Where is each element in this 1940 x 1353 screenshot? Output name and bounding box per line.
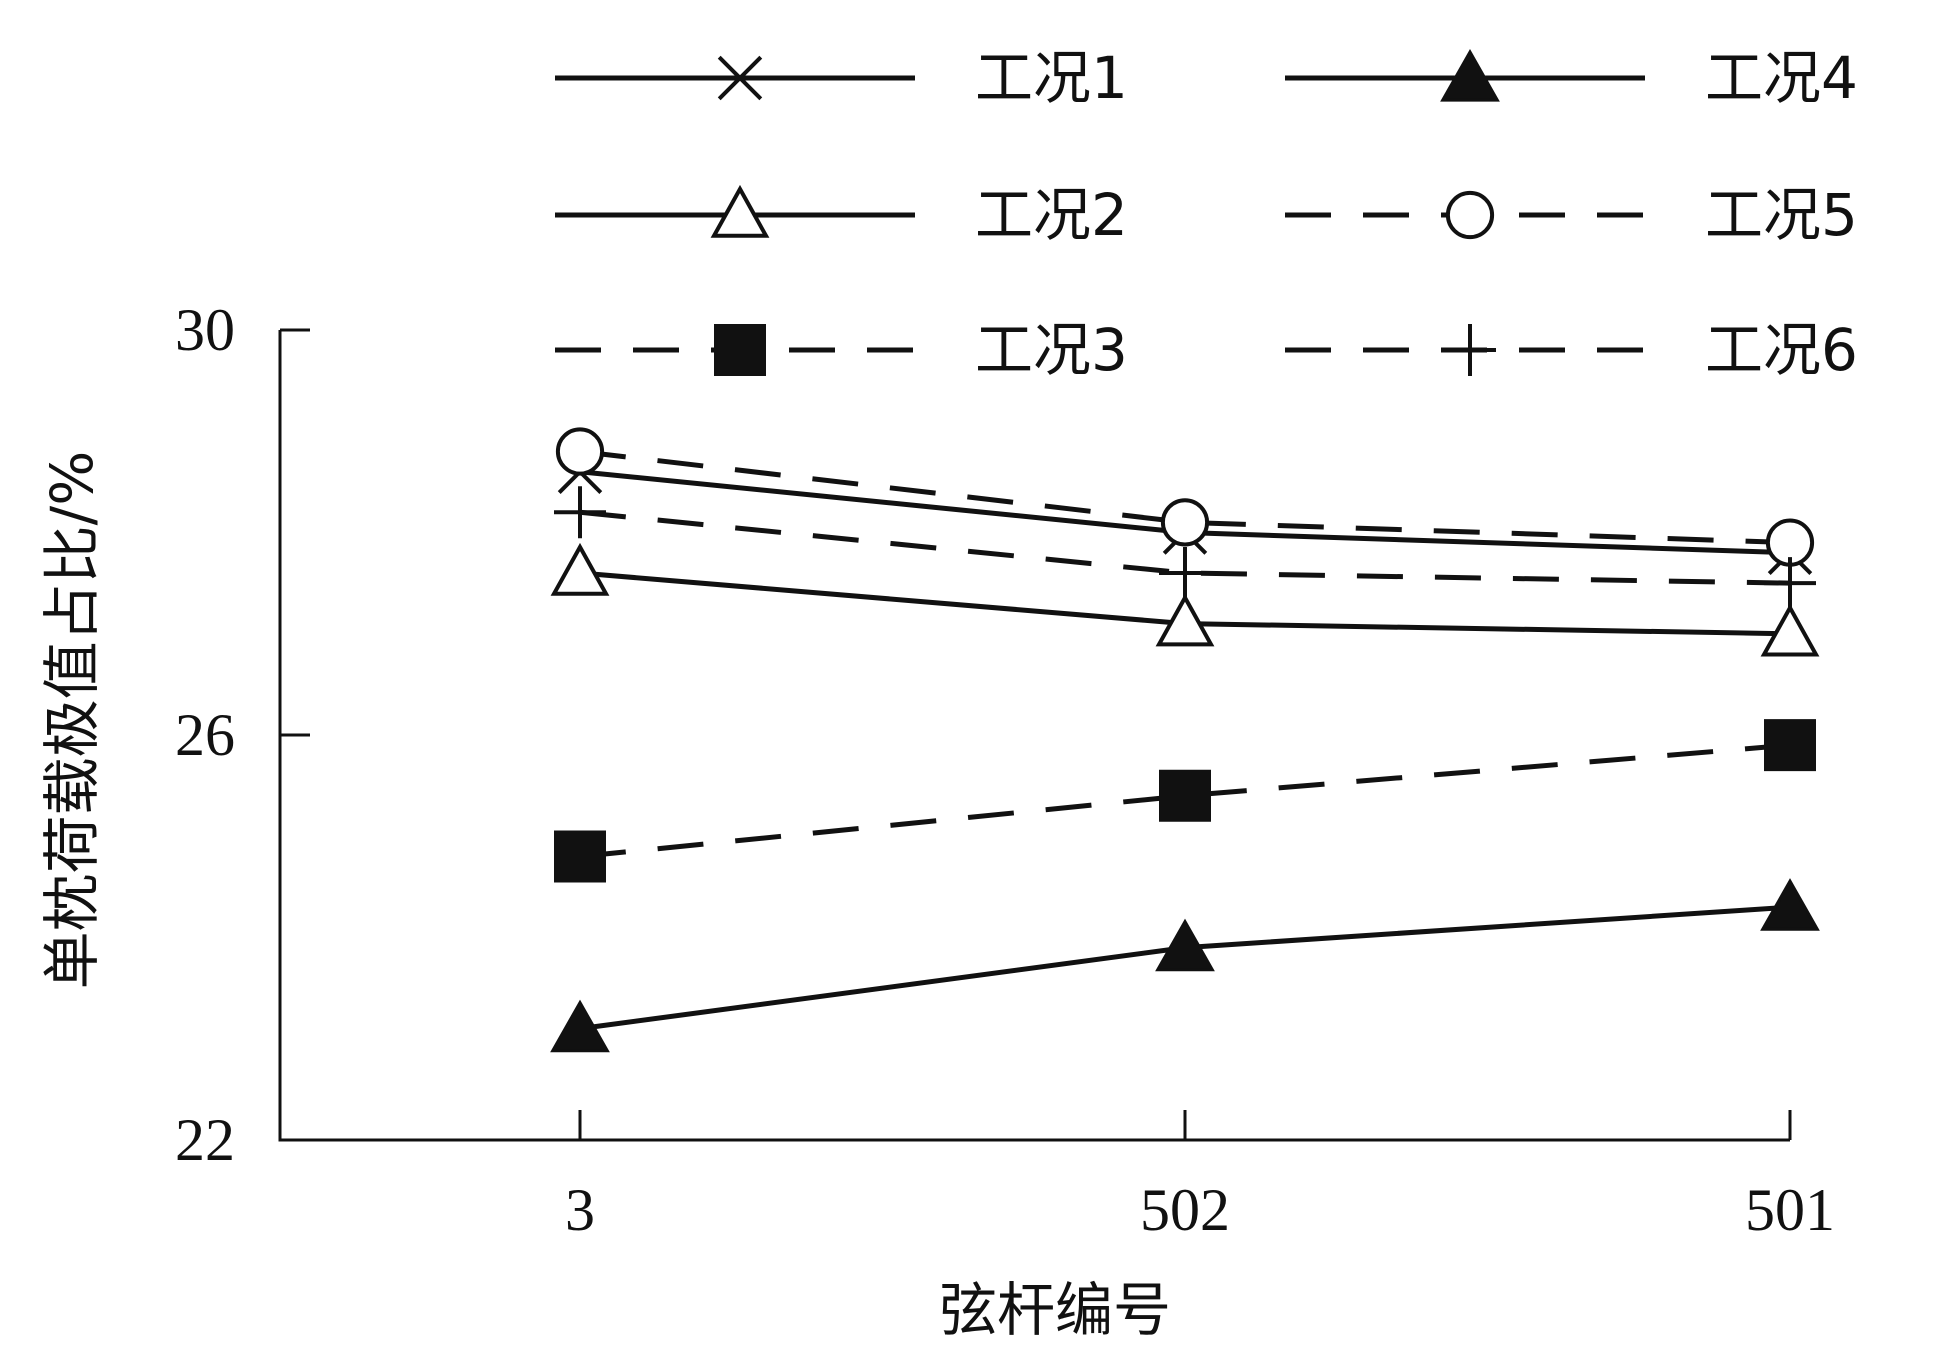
data-point	[1159, 769, 1211, 822]
legend-marker	[1440, 48, 1500, 102]
data-point	[1764, 557, 1816, 610]
series-6	[554, 486, 1816, 610]
x-tick-label: 3	[565, 1177, 595, 1243]
data-point	[550, 542, 610, 596]
data-point	[1155, 918, 1215, 972]
legend: 工况1 工况2 工况3 工况4 工况5 工况6	[555, 44, 1858, 384]
axes: 22 26 30 3 502 501 弦杆编号 单枕荷载极值占比/%	[38, 297, 1835, 1344]
legend-item: 工况6	[1285, 316, 1858, 384]
series-2	[550, 542, 1820, 657]
x-tick-label: 501	[1745, 1177, 1835, 1243]
legend-label: 工况3	[975, 316, 1128, 384]
y-tick-label: 26	[175, 702, 235, 768]
x-axis-ticks: 3 502 501	[565, 1110, 1835, 1243]
data-point	[554, 830, 606, 883]
series-3	[554, 719, 1816, 883]
y-tick-label: 30	[175, 297, 235, 363]
data-point	[1760, 603, 1820, 657]
legend-label: 工况1	[975, 44, 1128, 112]
data-point	[1159, 547, 1211, 599]
data-point	[1160, 498, 1210, 547]
axis-frame	[278, 330, 1790, 1142]
legend-marker	[710, 184, 770, 238]
legend-item: 工况4	[1285, 44, 1858, 112]
data-point	[1764, 719, 1816, 772]
data-point	[1760, 878, 1820, 931]
x-axis-label: 弦杆编号	[939, 1276, 1171, 1344]
legend-marker	[1445, 190, 1495, 240]
plot-area	[550, 427, 1820, 1053]
legend-label: 工况5	[1705, 181, 1858, 249]
data-point	[1155, 593, 1215, 647]
legend-label: 工况2	[975, 181, 1128, 249]
x-tick-label: 502	[1140, 1177, 1230, 1243]
legend-marker	[717, 55, 763, 101]
legend-label: 工况4	[1705, 44, 1858, 112]
legend-item: 工况1	[555, 44, 1128, 112]
legend-item: 工况3	[555, 316, 1128, 384]
legend-marker	[714, 324, 766, 376]
y-axis-ticks: 22 26 30	[175, 297, 310, 1173]
legend-item: 工况2	[555, 181, 1128, 249]
legend-label: 工况6	[1705, 316, 1858, 384]
data-point	[550, 999, 610, 1053]
legend-item: 工况5	[1285, 181, 1858, 249]
y-tick-label: 22	[175, 1107, 235, 1173]
series-5	[555, 427, 1815, 567]
legend-marker	[1444, 324, 1496, 376]
data-point	[554, 486, 606, 539]
series-4	[550, 878, 1820, 1053]
y-axis-label: 单枕荷载极值占比/%	[38, 451, 106, 990]
data-point	[555, 427, 605, 476]
